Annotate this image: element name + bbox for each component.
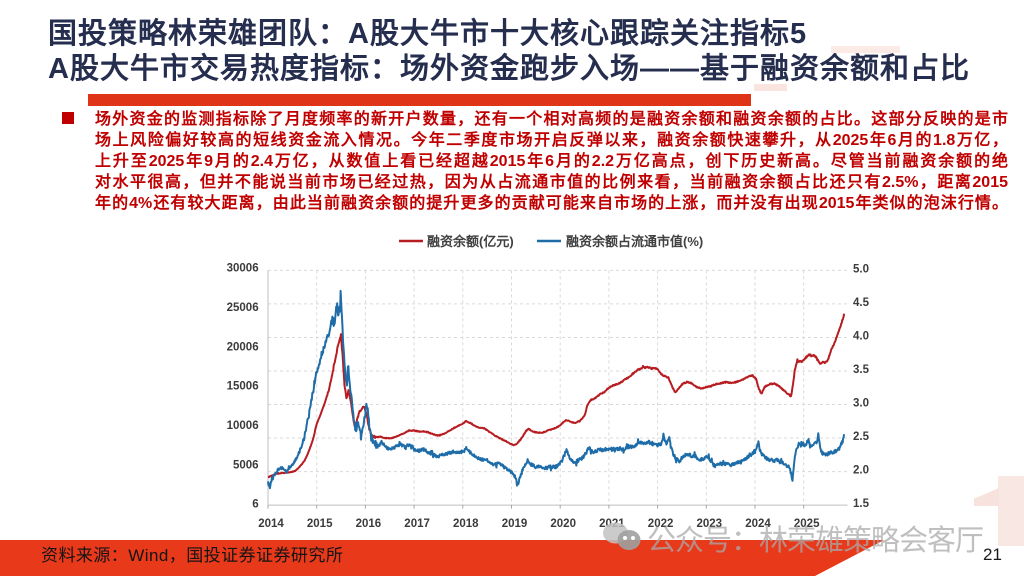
svg-text:5.0: 5.0 bbox=[853, 263, 869, 275]
svg-text:4.5: 4.5 bbox=[853, 297, 870, 309]
svg-text:25006: 25006 bbox=[227, 302, 259, 314]
svg-text:10006: 10006 bbox=[227, 420, 259, 432]
svg-text:3.0: 3.0 bbox=[853, 398, 869, 410]
svg-text:2.0: 2.0 bbox=[853, 465, 869, 477]
svg-text:2025: 2025 bbox=[794, 518, 820, 530]
svg-text:30006: 30006 bbox=[227, 263, 259, 275]
svg-text:2020: 2020 bbox=[550, 518, 576, 530]
svg-text:20006: 20006 bbox=[227, 341, 259, 353]
svg-text:2023: 2023 bbox=[697, 518, 723, 530]
svg-text:2016: 2016 bbox=[356, 518, 382, 530]
svg-text:2017: 2017 bbox=[404, 518, 430, 530]
svg-text:2024: 2024 bbox=[745, 518, 771, 530]
svg-text:5006: 5006 bbox=[233, 459, 259, 471]
svg-text:2019: 2019 bbox=[502, 518, 528, 530]
svg-text:2.5: 2.5 bbox=[853, 431, 870, 443]
svg-text:3.5: 3.5 bbox=[853, 364, 870, 376]
svg-text:2015: 2015 bbox=[307, 518, 333, 530]
svg-text:4.0: 4.0 bbox=[853, 331, 869, 343]
svg-text:15006: 15006 bbox=[227, 381, 259, 393]
svg-text:6: 6 bbox=[252, 499, 258, 511]
svg-text:融资余额占流通市值(%): 融资余额占流通市值(%) bbox=[566, 234, 703, 249]
svg-text:2018: 2018 bbox=[453, 518, 479, 530]
svg-text:1.5: 1.5 bbox=[853, 498, 870, 510]
svg-text:2014: 2014 bbox=[258, 518, 284, 530]
svg-text:2022: 2022 bbox=[648, 518, 674, 530]
svg-text:融资余额(亿元): 融资余额(亿元) bbox=[427, 234, 514, 249]
